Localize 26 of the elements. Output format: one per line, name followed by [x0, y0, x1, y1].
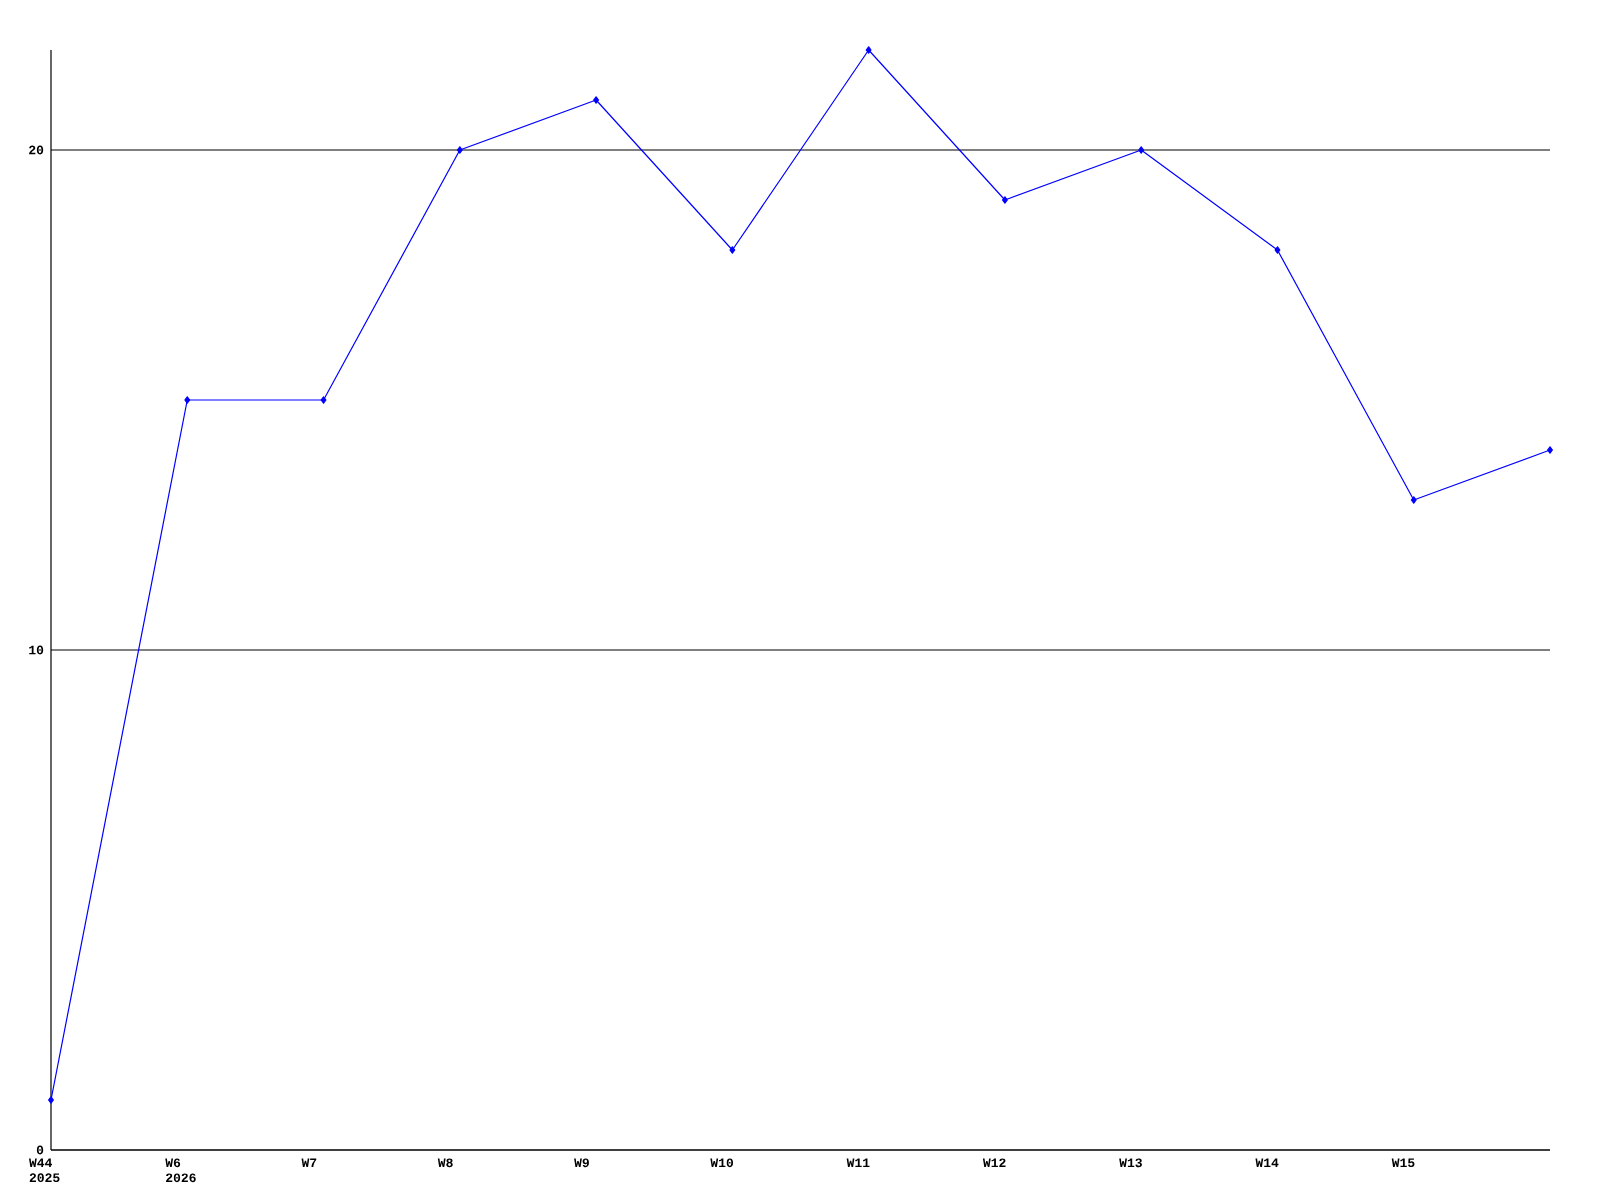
point — [456, 146, 463, 154]
point — [1138, 146, 1145, 154]
point — [320, 396, 327, 404]
x-tick-label: W11 — [846, 1158, 870, 1167]
point — [1547, 446, 1554, 454]
x-tick-label: W7 — [301, 1158, 317, 1167]
x-tick-label: W15 — [1391, 1158, 1415, 1168]
point — [865, 46, 872, 54]
x-tick-label: W6 2026 — [165, 1158, 196, 1183]
x-tick-label: W13 — [1119, 1158, 1142, 1168]
x-tick-label: W12 — [982, 1158, 1006, 1168]
point — [593, 96, 600, 104]
point — [1410, 496, 1417, 504]
x-tick-label: W10 — [710, 1158, 734, 1168]
y-tick-label: 0 — [36, 1145, 44, 1155]
point — [184, 396, 191, 404]
y-tick-label: 20 — [29, 145, 44, 155]
x-tick-label: W8 — [437, 1158, 453, 1168]
point — [729, 246, 736, 254]
x-tick-label: W9 — [574, 1158, 589, 1168]
point — [1274, 246, 1281, 254]
point — [48, 1096, 54, 1104]
x-tick-label: W44 2025 — [29, 1158, 60, 1183]
y-tick-label: 10 — [29, 645, 44, 655]
x-tick-label: W14 — [1255, 1158, 1279, 1167]
point — [1001, 196, 1008, 204]
